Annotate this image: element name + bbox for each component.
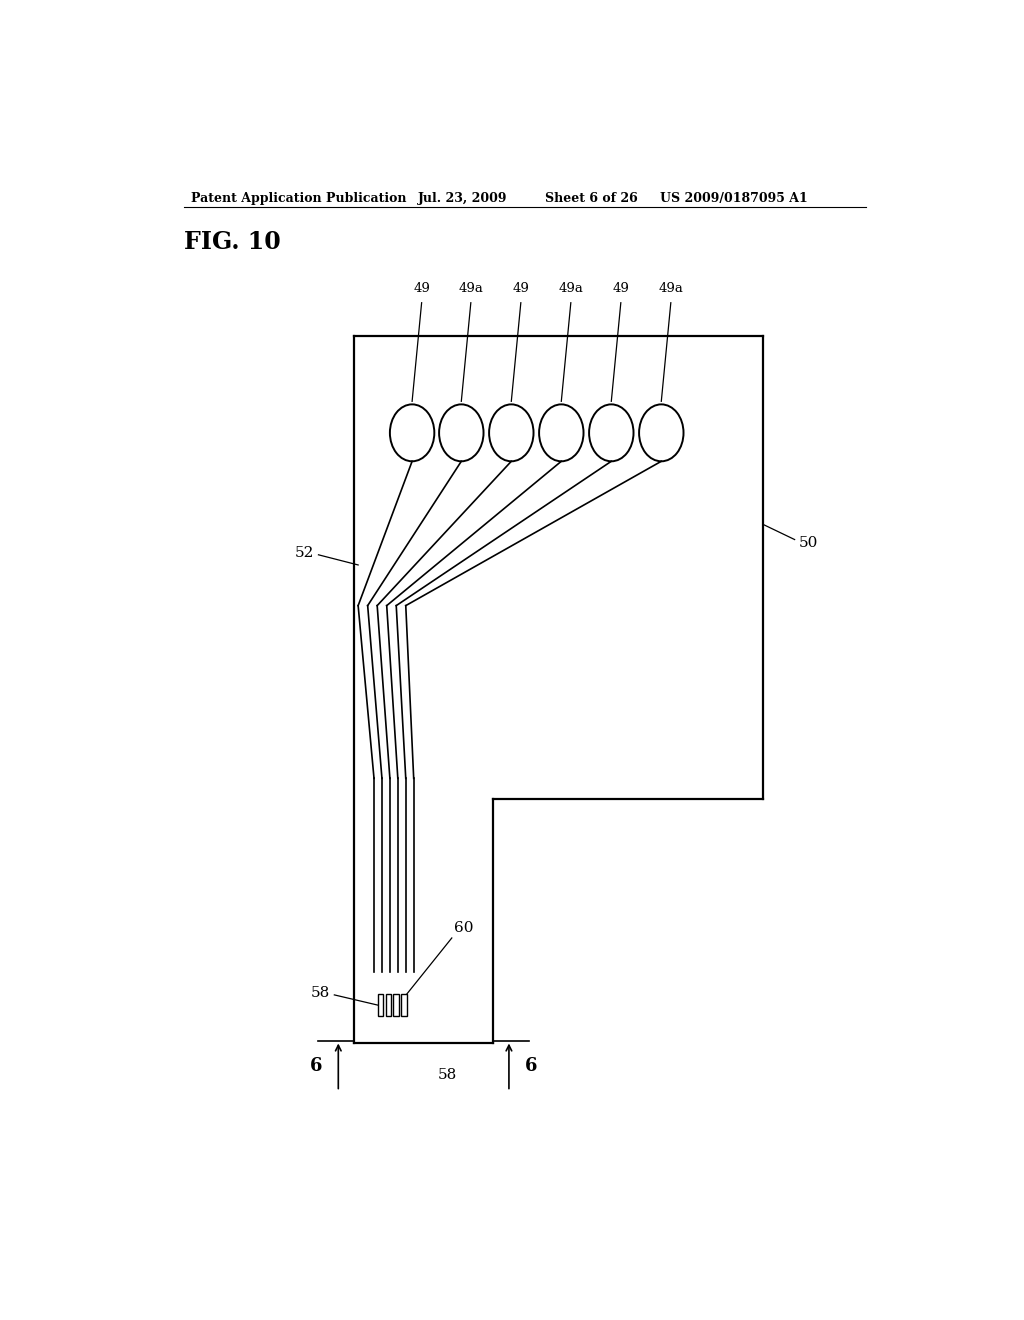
Text: 58: 58 <box>438 1068 457 1082</box>
Text: Patent Application Publication: Patent Application Publication <box>191 191 407 205</box>
Text: 49a: 49a <box>658 281 683 294</box>
Text: Sheet 6 of 26: Sheet 6 of 26 <box>545 191 637 205</box>
Bar <box>385 994 391 1016</box>
Bar <box>378 994 383 1016</box>
Text: FIG. 10: FIG. 10 <box>183 230 281 253</box>
Text: 49a: 49a <box>558 281 584 294</box>
Text: 49a: 49a <box>459 281 483 294</box>
Bar <box>401 994 407 1016</box>
Text: 49: 49 <box>414 281 430 294</box>
Text: 50: 50 <box>799 536 818 549</box>
Text: US 2009/0187095 A1: US 2009/0187095 A1 <box>659 191 808 205</box>
Text: Jul. 23, 2009: Jul. 23, 2009 <box>418 191 507 205</box>
Text: 58: 58 <box>311 986 331 999</box>
Text: 6: 6 <box>524 1057 538 1074</box>
Text: 6: 6 <box>310 1057 323 1074</box>
Text: 49: 49 <box>612 281 630 294</box>
Text: 49: 49 <box>512 281 529 294</box>
Text: 52: 52 <box>295 545 314 560</box>
Bar <box>393 994 399 1016</box>
Text: 60: 60 <box>455 921 474 935</box>
